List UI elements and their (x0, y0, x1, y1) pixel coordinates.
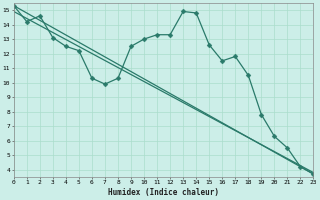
X-axis label: Humidex (Indice chaleur): Humidex (Indice chaleur) (108, 188, 219, 197)
